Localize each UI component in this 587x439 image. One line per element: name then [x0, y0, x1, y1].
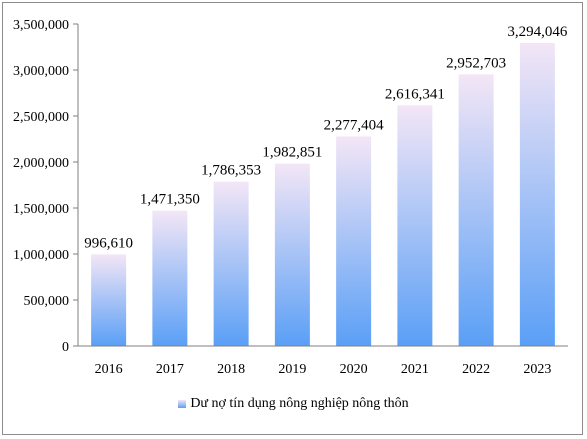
data-label: 2,277,404: [324, 117, 385, 133]
x-tick-label: 2023: [523, 362, 551, 377]
y-tick-label: 500,000: [24, 294, 70, 309]
data-label: 2,616,341: [385, 86, 445, 102]
x-tick-label: 2019: [278, 362, 306, 377]
data-label: 1,786,353: [201, 163, 261, 179]
bar: [336, 136, 372, 346]
x-axis-ticks: 2016 2017 2018 2019 2020 2021 2022 2023: [95, 362, 552, 377]
x-tick-label: 2016: [95, 362, 123, 377]
data-labels: 996,610 1,471,3501,786,3531,982,8512,277,…: [84, 24, 568, 251]
y-tick-label: 3,000,000: [13, 64, 69, 79]
bar: [152, 210, 188, 346]
bar: [213, 181, 249, 346]
legend-label: Dư nợ tín dụng nông nghiệp nông thôn: [190, 396, 409, 411]
y-axis-ticks: 0 500,000 1,000,000 1,500,000 2,000,000 2,500…: [13, 18, 78, 355]
x-tick-label: 2018: [217, 362, 245, 377]
legend: Dư nợ tín dụng nông nghiệp nông thôn: [0, 396, 587, 412]
data-label: 1,982,851: [262, 145, 322, 161]
data-label: 2,952,703: [446, 55, 506, 71]
bar: [91, 254, 127, 346]
data-label: 996,610: [84, 235, 133, 251]
bar: [458, 74, 494, 347]
bar: [397, 105, 433, 346]
data-label: 3,294,046: [507, 24, 568, 40]
x-tick-label: 2021: [401, 362, 429, 377]
y-tick-label: 3,500,000: [13, 18, 69, 33]
y-tick-label: 1,500,000: [13, 202, 69, 217]
y-tick-label: 0: [62, 340, 69, 355]
legend-swatch: [178, 399, 187, 408]
bar: [519, 42, 555, 347]
x-tick-label: 2020: [340, 362, 368, 377]
y-tick-label: 2,000,000: [13, 156, 69, 171]
x-tick-label: 2022: [462, 362, 490, 377]
y-tick-label: 2,500,000: [13, 110, 69, 125]
data-label: 1,471,350: [140, 192, 200, 208]
x-tick-label: 2017: [156, 362, 184, 377]
bar: [274, 163, 310, 346]
bar-series: [91, 42, 555, 347]
y-tick-label: 1,000,000: [13, 248, 69, 263]
